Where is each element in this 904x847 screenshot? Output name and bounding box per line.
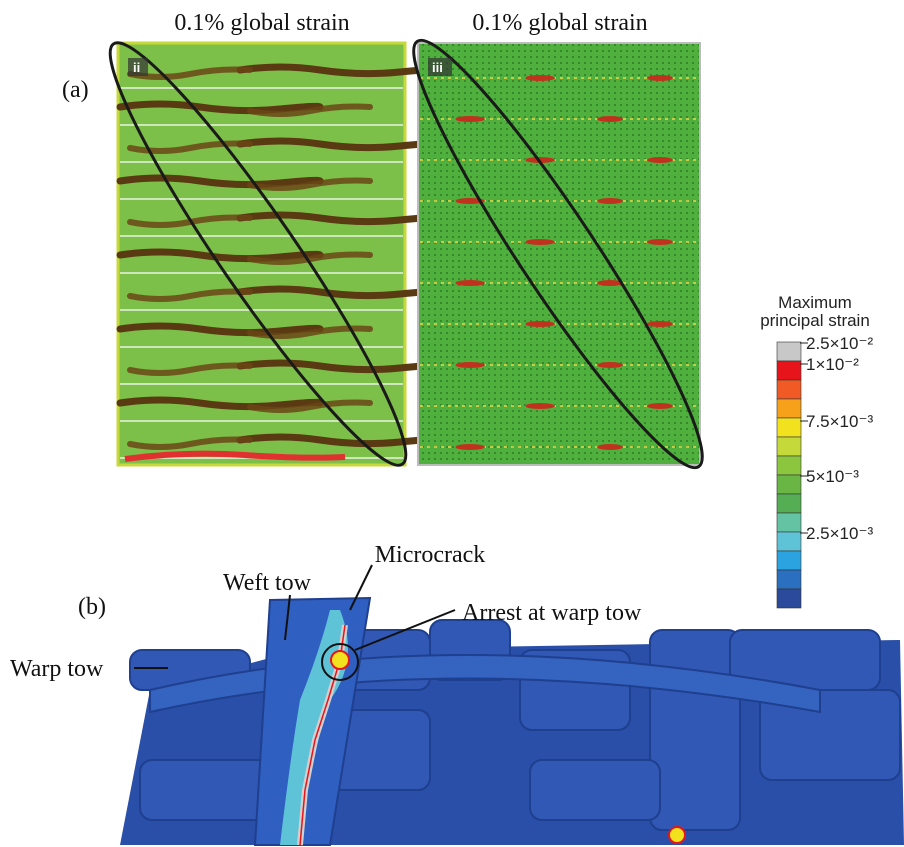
tow-band: [116, 100, 324, 115]
strain-hotspot: [597, 280, 623, 286]
image-tag: iii: [432, 60, 443, 75]
tow-block: [649, 629, 741, 831]
strain-hotspot: [647, 75, 673, 81]
strain-hotspot: [647, 403, 673, 409]
colorbar-segment: [776, 474, 802, 495]
colorbar-segment: [776, 588, 802, 609]
colorbar-segment: [776, 493, 802, 514]
crack-band: [124, 450, 346, 462]
simulated-strain-map: iii: [412, 38, 704, 470]
tow-block: [529, 759, 661, 821]
colorbar-segment: [776, 531, 802, 552]
colorbar-tick-label: 2.5×10⁻³: [806, 524, 873, 543]
outline-ellipse: [108, 41, 408, 467]
tag-box: [428, 58, 452, 76]
tow-band: [127, 436, 253, 450]
arrest-circle: [321, 643, 359, 681]
colorbar-segment: [776, 341, 802, 362]
strain-hotspot: [455, 444, 485, 450]
tow-band: [127, 362, 253, 376]
strain-zone: [280, 610, 348, 845]
strain-hotspot: [647, 157, 673, 163]
woven-tow-model: [120, 564, 904, 846]
strain-hotspot: [525, 403, 555, 409]
tow-band: [116, 248, 324, 263]
colorbar-segment: [776, 360, 802, 381]
strain-hotspot: [597, 444, 623, 450]
colorbar-tick-label: 1×10⁻²: [806, 355, 859, 374]
annotation: Microcrack: [375, 542, 486, 568]
leader-line: [349, 564, 373, 611]
colorbar-title: Maximum: [778, 293, 852, 312]
strain-hotspot: [525, 239, 555, 245]
colorbar-segment: [776, 417, 802, 438]
tow-band: [116, 322, 324, 337]
strain-hotspot: [647, 321, 673, 327]
colorbar-segment: [776, 379, 802, 400]
experimental-strain-map: ii: [108, 41, 444, 467]
colorbar-tick-label: 2.5×10⁻²: [806, 334, 873, 353]
strain-hotspot: [525, 75, 555, 81]
annotation: Weft tow: [223, 570, 312, 596]
tow-band: [127, 66, 253, 80]
tow-band: [116, 396, 324, 411]
outline-ellipse: [412, 38, 704, 470]
annotation: Arrest at warp tow: [462, 600, 642, 626]
hotspot: [668, 826, 686, 844]
tow-band: [247, 177, 373, 191]
leader-line: [354, 609, 456, 651]
leader-line: [284, 594, 291, 641]
strain-hotspot: [455, 116, 485, 122]
tow-band: [247, 103, 373, 117]
colorbar-segment: [776, 398, 802, 419]
strain-hotspot: [455, 362, 485, 368]
strain-hotspot: [597, 116, 623, 122]
colorbar-tick-label: 7.5×10⁻³: [806, 412, 873, 431]
colorbar-segment: [776, 455, 802, 476]
colorbar: 2.5×10⁻² 1×10⁻² 7.5×10⁻³ 5×10⁻³ 2.5×10⁻³ Maxi…: [760, 293, 873, 609]
tow-band: [247, 325, 373, 339]
tow-band: [116, 174, 324, 189]
colorbar-tick-label: 5×10⁻³: [806, 467, 859, 486]
tag-box: [128, 58, 148, 76]
strain-hotspot: [647, 239, 673, 245]
hotspot: [330, 650, 350, 670]
colorbar-segment: [776, 550, 802, 571]
panel-label: (a): [62, 77, 89, 103]
colorbar-segment: [776, 569, 802, 590]
tow-band: [247, 399, 373, 413]
annotation: Warp tow: [10, 656, 104, 682]
strain-hotspot: [525, 321, 555, 327]
panel-label: (b): [78, 594, 106, 620]
colorbar-segment: [776, 436, 802, 457]
colorbar-segment: [776, 512, 802, 533]
tow-block: [759, 689, 901, 781]
strain-hotspot: [455, 280, 485, 286]
image-tag: ii: [133, 60, 140, 75]
colorbar-title: principal strain: [760, 311, 870, 330]
image-title: 0.1% global strain: [472, 10, 647, 36]
tow-band: [127, 288, 253, 302]
image-title: 0.1% global strain: [174, 10, 349, 36]
strain-hotspot: [597, 362, 623, 368]
strain-hotspot: [597, 198, 623, 204]
tow-band: [247, 251, 373, 265]
